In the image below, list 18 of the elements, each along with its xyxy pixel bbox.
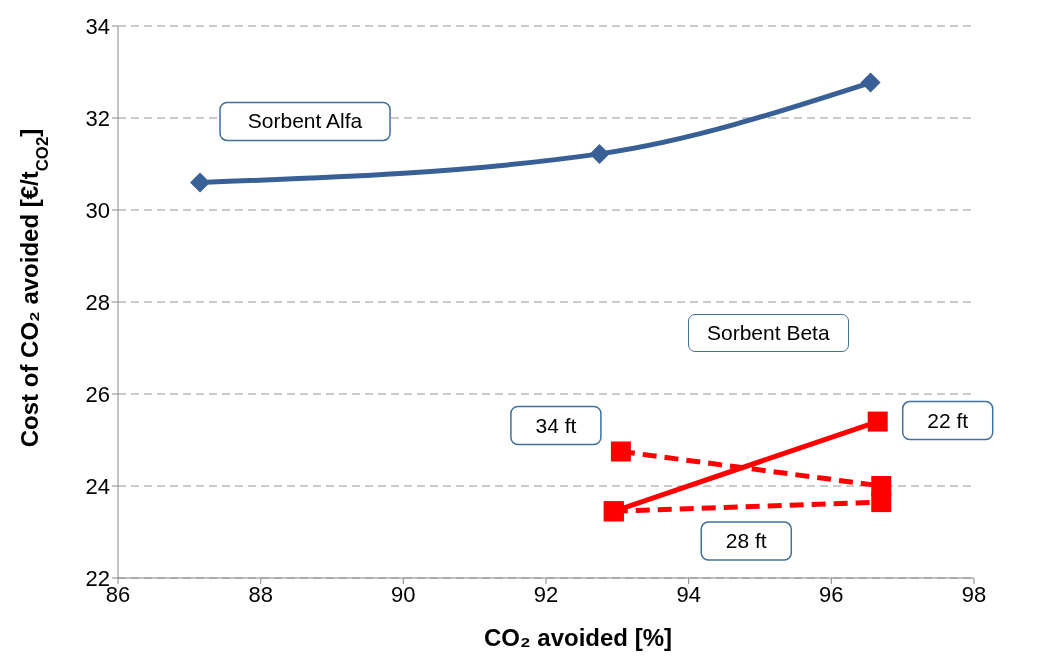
y-tick-label: 24 [85, 473, 110, 499]
series-label: 28 ft [725, 529, 767, 553]
x-tick-label: 94 [676, 581, 701, 607]
y-tick-label: 26 [85, 381, 110, 407]
x-axis-title: CO₂ avoided [%] [483, 624, 673, 651]
x-tick-label: 90 [391, 581, 416, 607]
x-tick-label: 92 [533, 581, 559, 607]
x-tick-label: 88 [248, 581, 273, 607]
x-tick-label: 98 [961, 581, 987, 607]
series-label: 22 ft [927, 408, 969, 432]
y-tick-label: 30 [85, 197, 110, 223]
y-tick-label: 34 [85, 13, 110, 39]
series-label: 34 ft [535, 413, 577, 437]
y-tick-label: 28 [85, 289, 110, 315]
x-tick-label: 96 [819, 581, 844, 607]
text: Sorbent Alfa [247, 109, 363, 133]
y-tick-label: 32 [85, 105, 110, 131]
annotation: Sorbent Beta [688, 314, 849, 352]
